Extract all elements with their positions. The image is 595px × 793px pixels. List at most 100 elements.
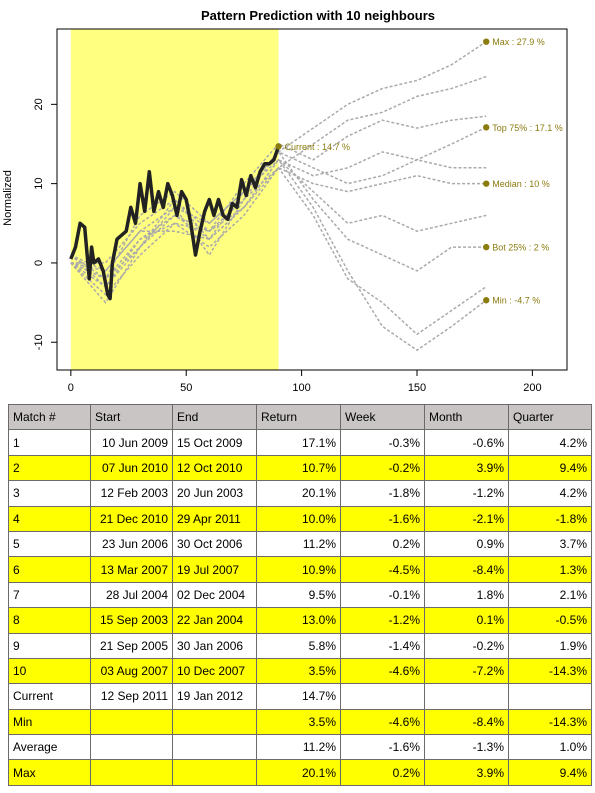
x-tick-label: 100	[292, 382, 310, 394]
axes-group: 0 50 100 150 200 -10 0 10 20	[33, 98, 542, 394]
cell-week: -0.3%	[340, 429, 425, 456]
header-start: Start	[90, 403, 173, 431]
table-row: 8 15 Sep 2003 22 Jan 2004 13.0% -1.2% 0.1% -0.…	[8, 607, 592, 634]
current-series-group	[69, 145, 281, 301]
cell-start: 12 Sep 2011	[90, 683, 173, 710]
cell-match: 6	[8, 556, 91, 583]
y-tick-label: 20	[33, 98, 45, 110]
annotation-label: Max : 27.9 %	[492, 37, 545, 47]
cell-month: -0.2%	[424, 632, 509, 659]
cell-week: -1.8%	[340, 480, 425, 507]
header-month: Month	[424, 403, 509, 431]
table-row: 10 03 Aug 2007 10 Dec 2007 3.5% -4.6% -7.2% -1…	[8, 657, 592, 685]
table-body: 1 10 Jun 2009 15 Oct 2009 17.1% -0.3% -0.6% 4.…	[8, 429, 592, 786]
cell-week: -0.2%	[340, 454, 425, 482]
cell-end: 19 Jan 2012	[172, 683, 257, 710]
neighbour-line-9	[70, 166, 487, 336]
cell-quarter: -1.8%	[508, 505, 592, 532]
cell-match: 5	[8, 530, 91, 558]
table-row: 2 07 Jun 2010 12 Oct 2010 10.7% -0.2% 3.9% 9.4…	[8, 454, 592, 482]
cell-end: 22 Jan 2004	[172, 607, 257, 634]
cell-week	[340, 683, 425, 710]
cell-week: -4.6%	[340, 657, 425, 685]
cell-start: 23 Jun 2006	[90, 530, 173, 558]
cell-return: 5.8%	[256, 632, 341, 659]
header-return: Return	[256, 403, 341, 431]
cell-end: 02 Dec 2004	[172, 581, 257, 609]
cell-return: 10.9%	[256, 556, 341, 583]
cell-month: -7.2%	[424, 657, 509, 685]
header-match: Match #	[8, 403, 91, 431]
annotation-label: Bot 25% : 2 %	[492, 243, 549, 253]
cell-match: 1	[8, 429, 91, 456]
cell-end: 30 Jan 2006	[172, 632, 257, 659]
cell-end	[172, 708, 257, 736]
cell-return: 13.0%	[256, 607, 341, 634]
table-row: 3 12 Feb 2003 20 Jun 2003 20.1% -1.8% -1.2% 4.…	[8, 480, 592, 507]
cell-return: 3.5%	[256, 708, 341, 736]
cell-return: 11.2%	[256, 530, 341, 558]
y-tick-label: 10	[33, 178, 45, 190]
x-tick-label: 200	[523, 382, 541, 394]
cell-match: 3	[8, 480, 91, 507]
cell-month: -8.4%	[424, 556, 509, 583]
annotation-point	[483, 243, 490, 251]
neighbour-line-8	[70, 150, 487, 304]
cell-match: 2	[8, 454, 91, 482]
annotation-label: Min : -4.7 %	[492, 296, 540, 306]
cell-quarter: 1.9%	[508, 632, 592, 659]
cell-end: 29 Apr 2011	[172, 505, 257, 532]
cell-return: 10.0%	[256, 505, 341, 532]
cell-month: 1.8%	[424, 581, 509, 609]
cell-month: -1.2%	[424, 480, 509, 507]
cell-end: 19 Jul 2007	[172, 556, 257, 583]
cell-return: 3.5%	[256, 657, 341, 685]
cell-quarter: -14.3%	[508, 708, 592, 736]
plot-frame	[56, 28, 568, 371]
neighbour-line-7	[70, 158, 487, 272]
y-axis-label: Normalized	[2, 170, 14, 226]
annotation-point	[483, 38, 490, 45]
cell-quarter	[508, 683, 592, 710]
table-row: 7 28 Jul 2004 02 Dec 2004 9.5% -0.1% 1.8% 2.1%	[8, 581, 592, 609]
cell-quarter: -0.5%	[508, 607, 592, 634]
cell-month: 3.9%	[424, 454, 509, 482]
cell-quarter: 1.3%	[508, 556, 592, 583]
cell-match: Average	[8, 734, 91, 761]
cell-match: 10	[8, 657, 91, 685]
annotation-label: Median : 10 %	[492, 179, 550, 189]
cell-month: 3.9%	[424, 759, 509, 786]
cell-start	[90, 759, 173, 786]
cell-end: 20 Jun 2003	[172, 480, 257, 507]
cell-start: 07 Jun 2010	[90, 454, 173, 482]
cell-start: 10 Jun 2009	[90, 429, 173, 456]
cell-quarter: 4.2%	[508, 480, 592, 507]
table-row: 9 21 Sep 2005 30 Jan 2006 5.8% -1.4% -0.2% 1.9…	[8, 632, 592, 659]
table-row: Average 11.2% -1.6% -1.3% 1.0%	[8, 734, 592, 761]
cell-quarter: 4.2%	[508, 429, 592, 456]
cell-month: -8.4%	[424, 708, 509, 736]
cell-month: -2.1%	[424, 505, 509, 532]
cell-return: 11.2%	[256, 734, 341, 761]
cell-week: -1.4%	[340, 632, 425, 659]
cell-start: 21 Dec 2010	[90, 505, 173, 532]
annotation-point	[483, 124, 490, 131]
cell-week: -1.6%	[340, 734, 425, 761]
table-row: 4 21 Dec 2010 29 Apr 2011 10.0% -1.6% -2.1% -1…	[8, 505, 592, 532]
cell-end	[172, 759, 257, 786]
annotation-label: Top 75% : 17.1 %	[492, 123, 563, 133]
cell-week: -1.2%	[340, 607, 425, 634]
table-row: Min 3.5% -4.6% -8.4% -14.3%	[8, 708, 592, 736]
cell-start	[90, 708, 173, 736]
cell-week: -0.1%	[340, 581, 425, 609]
header-end: End	[172, 403, 257, 431]
table-row: Current 12 Sep 2011 19 Jan 2012 14.7%	[8, 683, 592, 710]
cell-return: 17.1%	[256, 429, 341, 456]
cell-week: 0.2%	[340, 759, 425, 786]
header-week: Week	[340, 403, 425, 431]
cell-quarter: 9.4%	[508, 454, 592, 482]
cell-return: 9.5%	[256, 581, 341, 609]
cell-start: 12 Feb 2003	[90, 480, 173, 507]
cell-end	[172, 734, 257, 761]
annotations-group: Current : 14.7 % Max : 27.9 % Top 75% : 17…	[275, 37, 563, 306]
